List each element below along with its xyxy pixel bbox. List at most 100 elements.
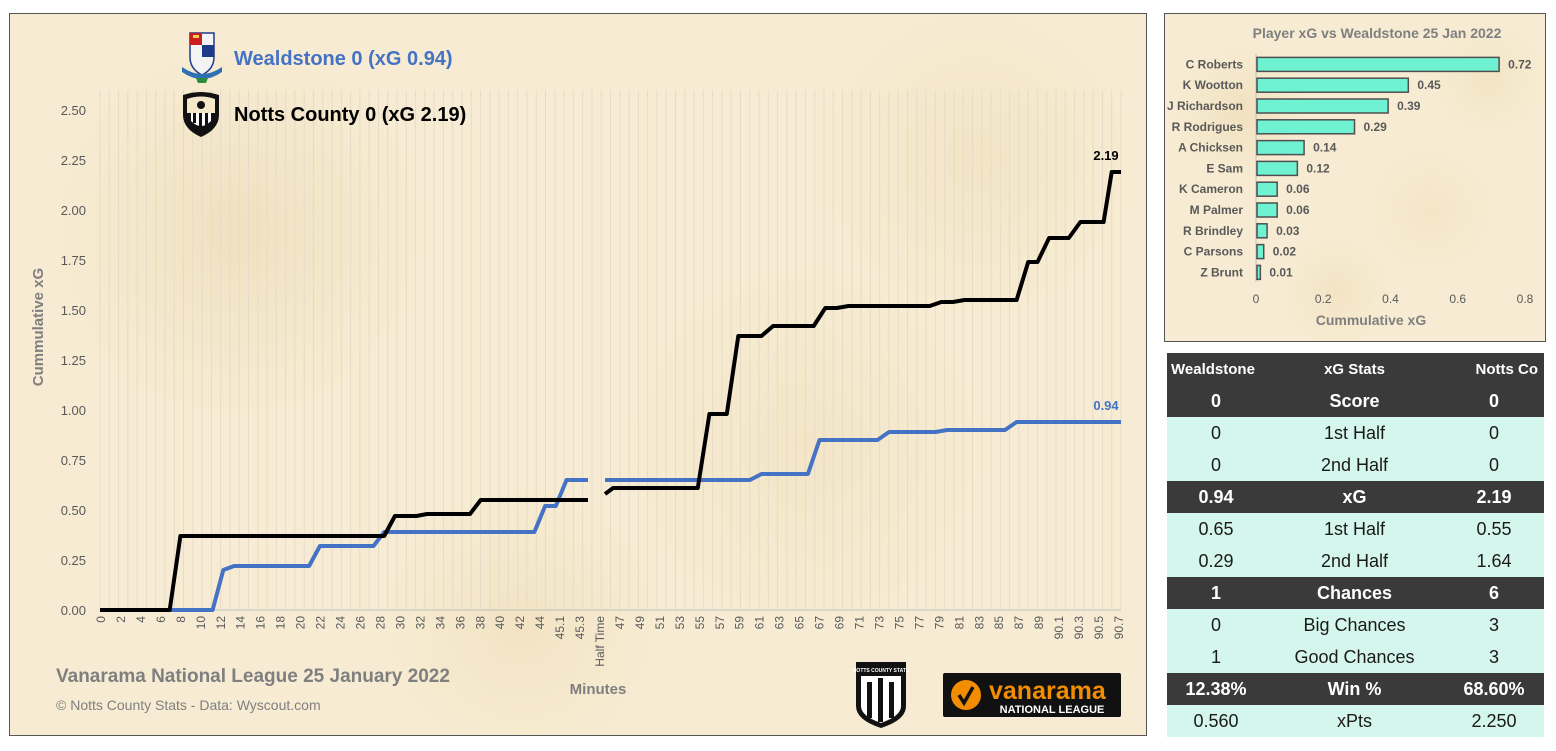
player-x-tick-label: 0.4 xyxy=(1382,292,1399,306)
player-xg-bar xyxy=(1256,139,1305,156)
y-tick-label: 0.50 xyxy=(61,503,86,518)
y-tick-label: 2.50 xyxy=(61,103,86,118)
notts-county-line-first-half xyxy=(100,498,588,612)
x-tick-label: 2 xyxy=(114,616,128,623)
x-tick-label: 55 xyxy=(693,616,707,630)
player-xg-bar xyxy=(1256,98,1389,114)
player-xg-value-label: 0.39 xyxy=(1397,99,1421,113)
footer-title: Vanarama National League 25 January 2022 xyxy=(56,666,450,687)
notts-stats-logo-text: NOTTS COUNTY STATS xyxy=(853,668,910,674)
x-tick-label: 24 xyxy=(334,616,348,630)
x-tick-label: 65 xyxy=(793,616,807,630)
x-tick-label: 67 xyxy=(813,616,827,630)
y-tick-label: 1.75 xyxy=(61,253,86,268)
player-x-tick-label: 0 xyxy=(1253,292,1260,306)
x-tick-label: 63 xyxy=(773,616,787,630)
x-tick-label: 14 xyxy=(234,616,248,630)
wealdstone-end-value-label: 0.94 xyxy=(1093,398,1119,413)
player-name-label: M Palmer xyxy=(1190,203,1244,217)
x-tick-label: 53 xyxy=(673,616,687,630)
x-tick-label: 51 xyxy=(653,616,667,630)
player-chart-title: Player xG vs Wealdstone 25 Jan 2022 xyxy=(1253,25,1502,41)
wealdstone-line-first-half xyxy=(100,478,588,612)
stats-label: 1st Half xyxy=(1265,417,1444,449)
player-x-tick-label: 0.6 xyxy=(1449,292,1466,306)
xg-timeline-chart: 0.00 0.25 0.50 0.75 1.00 1.25 1.50 1.75 2.00 2.25… xyxy=(30,32,1126,728)
series-end-labels: 0.94 2.19 xyxy=(1093,148,1119,413)
stats-home-value: 1 xyxy=(1167,641,1265,673)
x-tick-label: 81 xyxy=(952,616,966,630)
player-xg-value-label: 0.03 xyxy=(1276,224,1300,238)
player-name-label: A Chicksen xyxy=(1178,141,1243,155)
player-xg-panel: Player xG vs Wealdstone 25 Jan 2022 C Ro… xyxy=(1164,13,1546,342)
x-tick-label: 87 xyxy=(1012,616,1026,630)
home-team-label: Wealdstone 0 (xG 0.94) xyxy=(234,48,453,70)
player-xg-value-label: 0.06 xyxy=(1286,203,1310,217)
xg-stats-table: Wealdstone xG Stats Notts Co 0 Score 0 0 1st… xyxy=(1167,353,1544,737)
x-tick-label: 12 xyxy=(214,616,228,630)
x-tick-label: 20 xyxy=(294,616,308,630)
player-name-label: R Brindley xyxy=(1183,224,1243,238)
x-tick-label: 47 xyxy=(613,616,627,630)
y-axis-ticks: 0.00 0.25 0.50 0.75 1.00 1.25 1.50 1.75 2.00 2.25… xyxy=(61,103,86,618)
player-x-tick-label: 0.2 xyxy=(1315,292,1332,306)
stats-row: 0 Big Chances 3 xyxy=(1167,609,1544,641)
y-tick-label: 2.00 xyxy=(61,203,86,218)
stats-home-value: 0 xyxy=(1167,449,1265,481)
stats-home-value: 0 xyxy=(1167,385,1265,417)
notts-county-crest-icon xyxy=(183,92,219,137)
stats-home-value: 0.94 xyxy=(1167,481,1265,513)
x-tick-label: 49 xyxy=(633,616,647,630)
x-tick-label: 6 xyxy=(154,616,168,623)
player-x-ticks: 0 0.2 0.4 0.6 0.8 xyxy=(1253,292,1534,306)
stats-row: 0.94 xG 2.19 xyxy=(1167,481,1544,513)
player-xg-bar xyxy=(1256,223,1268,239)
stats-home-value: 0 xyxy=(1167,609,1265,641)
stats-away-value: 3 xyxy=(1444,609,1544,641)
player-xg-bar xyxy=(1256,243,1265,260)
stats-away-value: 2.250 xyxy=(1444,705,1544,737)
y-tick-label: 1.25 xyxy=(61,353,86,368)
x-tick-label: 85 xyxy=(992,616,1006,630)
stats-away-value: 1.64 xyxy=(1444,545,1544,577)
x-tick-label: 59 xyxy=(733,616,747,630)
x-tick-label: 61 xyxy=(753,616,767,630)
wealdstone-crest-icon xyxy=(182,32,222,83)
x-tick-label: 45.1 xyxy=(553,616,567,640)
stats-home-value: 0 xyxy=(1167,417,1265,449)
player-xg-value-label: 0.06 xyxy=(1286,182,1310,196)
stats-row: 0.29 2nd Half 1.64 xyxy=(1167,545,1544,577)
player-xg-value-label: 0.12 xyxy=(1306,161,1330,175)
player-xg-value-label: 0.02 xyxy=(1273,245,1297,259)
player-xg-value-label: 0.29 xyxy=(1364,120,1388,134)
x-tick-label: 83 xyxy=(972,616,986,630)
player-xg-bar xyxy=(1256,56,1500,73)
away-team-label: Notts County 0 (xG 2.19) xyxy=(234,104,466,126)
vanarama-logo-text: vanarama xyxy=(989,677,1107,705)
stats-label: 1st Half xyxy=(1265,513,1444,545)
player-xg-value-label: 0.01 xyxy=(1269,265,1293,279)
stats-away-value: 0.55 xyxy=(1444,513,1544,545)
stats-home-value: 0.65 xyxy=(1167,513,1265,545)
y-tick-label: 0.25 xyxy=(61,553,86,568)
player-name-label: K Wootton xyxy=(1183,78,1243,92)
x-axis-label: Minutes xyxy=(570,681,627,698)
stats-label: xPts xyxy=(1265,705,1444,737)
x-tick-label: 71 xyxy=(853,616,867,630)
stats-home-value: 12.38% xyxy=(1167,673,1265,705)
player-name-label: C Roberts xyxy=(1186,57,1244,71)
x-tick-label: 38 xyxy=(473,616,487,630)
stats-label: Chances xyxy=(1265,577,1444,609)
x-tick-label: 44 xyxy=(533,616,547,630)
header-home: Wealdstone xyxy=(1167,353,1265,385)
notts-county-stats-logo: NOTTS COUNTY STATS xyxy=(853,662,910,728)
wealdstone-line-second-half xyxy=(605,420,1121,482)
x-tick-label: 34 xyxy=(433,616,447,630)
stats-away-value: 0 xyxy=(1444,449,1544,481)
stats-away-value: 6 xyxy=(1444,577,1544,609)
player-x-axis-label: Cummulative xG xyxy=(1316,312,1427,328)
x-tick-label: 10 xyxy=(194,616,208,630)
stats-row: 0 Score 0 xyxy=(1167,385,1544,417)
stats-label: 2nd Half xyxy=(1265,449,1444,481)
x-tick-label: 77 xyxy=(912,616,926,630)
